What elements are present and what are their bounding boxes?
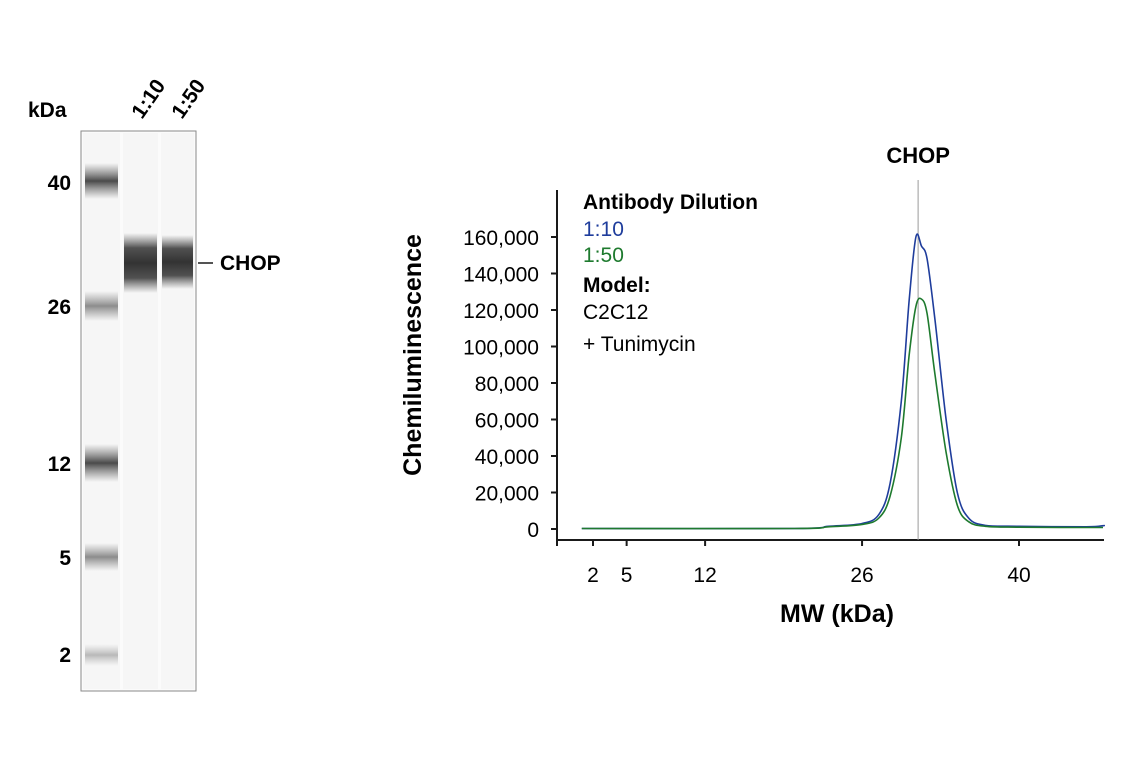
lane-label-2: 1:50	[167, 75, 210, 123]
legend: Antibody Dilution 1:10 1:50 Model: C2C12…	[583, 191, 758, 356]
lane-label-1: 1:10	[127, 75, 170, 123]
lane-1	[123, 133, 158, 689]
ladder-band-5	[85, 543, 118, 571]
y-tick-label: 40,000	[475, 446, 539, 469]
ladder-band-40	[85, 163, 118, 199]
ladder-band-2	[85, 644, 118, 666]
x-tick-label: 40	[1007, 564, 1030, 587]
y-tick-label: 100,000	[463, 337, 539, 360]
y-tick-label: 60,000	[475, 410, 539, 433]
ladder-mark-2: 2	[59, 644, 71, 667]
y-tick-label: 80,000	[475, 373, 539, 396]
ladder-band-26	[85, 291, 118, 321]
series-line-1	[581, 233, 1106, 530]
lane-2	[161, 133, 194, 689]
legend-series-2: 1:50	[583, 244, 624, 267]
kda-label: kDa	[28, 99, 67, 122]
legend-model-title: Model:	[583, 274, 651, 297]
legend-model-line-1: C2C12	[583, 301, 648, 324]
x-ticks: 2 5 12 26 40	[587, 540, 1031, 587]
y-tick-label: 0	[527, 519, 539, 542]
x-tick-label: 12	[693, 564, 716, 587]
ladder-mark-5: 5	[59, 547, 71, 570]
y-tick-label: 140,000	[463, 264, 539, 287]
y-tick-label: 20,000	[475, 483, 539, 506]
chart-panel: 0 20,000 40,000 60,000 80,000 100,000 120,000 1…	[399, 143, 1106, 628]
legend-title: Antibody Dilution	[583, 191, 758, 214]
series-line-2	[581, 297, 1104, 530]
legend-series-1: 1:10	[583, 218, 624, 241]
peak-label: CHOP	[886, 143, 950, 168]
series-layer	[581, 233, 1106, 530]
chop-band-2	[162, 235, 193, 289]
lane-ladder	[83, 133, 120, 689]
chop-band-1	[124, 233, 157, 293]
y-tick-label: 160,000	[463, 227, 539, 250]
y-tick-label: 120,000	[463, 300, 539, 323]
y-ticks: 0 20,000 40,000 60,000 80,000 100,000 120,000 1…	[463, 227, 557, 542]
ladder-band-12	[85, 444, 118, 482]
x-tick-label: 26	[850, 564, 873, 587]
blot-panel: kDa 1:10 1:50 40 26 12 5 2 CHOP	[28, 75, 281, 692]
ladder-mark-12: 12	[48, 453, 71, 476]
y-axis-title: Chemiluminescence	[399, 234, 427, 476]
target-label: CHOP	[220, 252, 281, 275]
x-tick-label: 2	[587, 564, 599, 587]
ladder-mark-26: 26	[48, 296, 71, 319]
ladder-mark-40: 40	[48, 172, 71, 195]
x-axis-title: MW (kDa)	[780, 600, 894, 628]
x-tick-label: 5	[621, 564, 633, 587]
legend-model-line-2: + Tunimycin	[583, 333, 696, 356]
